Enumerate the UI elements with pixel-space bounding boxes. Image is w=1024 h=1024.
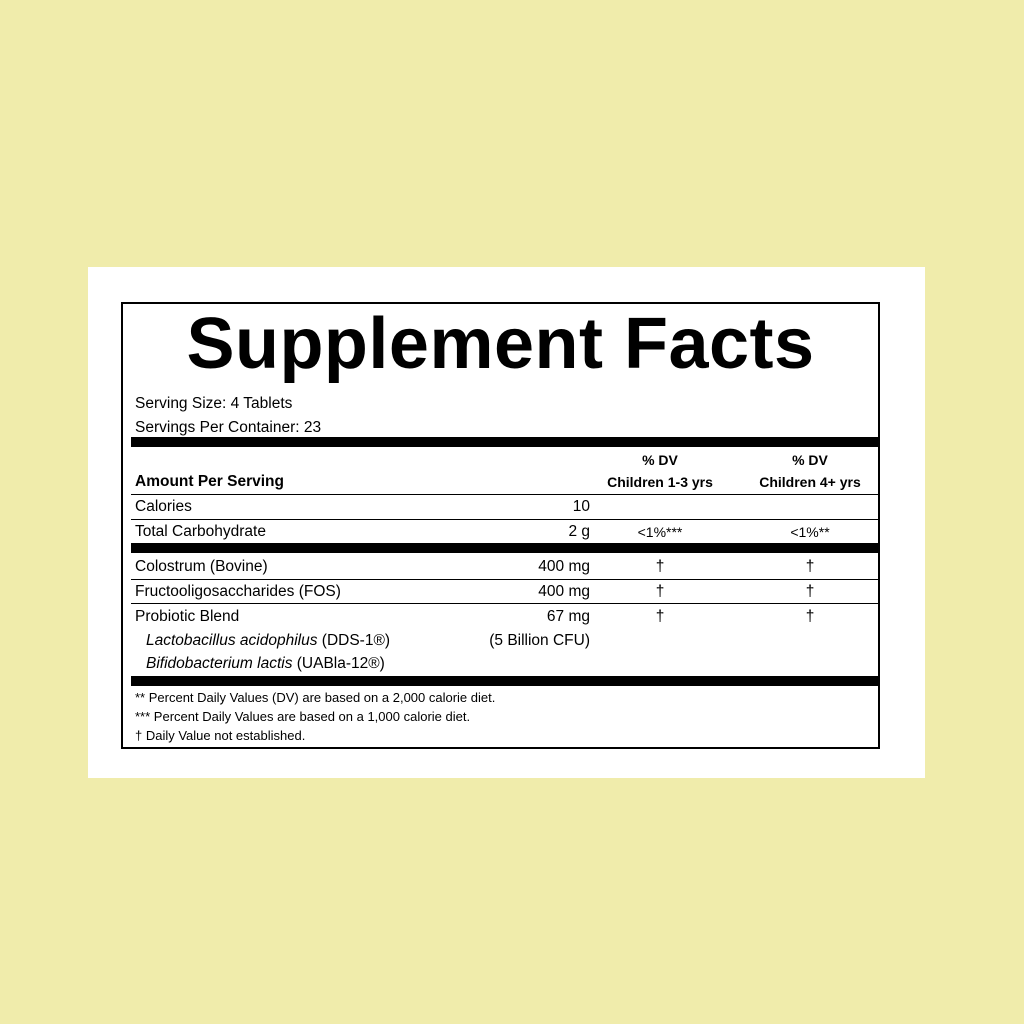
row-name: Fructooligosaccharides (FOS) [135,583,341,600]
dv-col1-subheader: Children 1-3 yrs [607,474,713,490]
dv-col2-subheader: Children 4+ yrs [759,474,861,490]
species-name: Bifidobacterium lactis [146,655,293,672]
dv-col2-header: % DV [792,452,828,468]
amount-per-serving-header: Amount Per Serving [135,473,284,490]
blend-amount: (5 Billion CFU) [489,632,590,649]
divider [131,494,879,495]
row-dv1: † [655,583,665,600]
footnote: *** Percent Daily Values are based on a … [135,709,471,724]
row-amount: 67 mg [546,608,590,625]
blend-ingredient: Lactobacillus acidophilus (DDS-1®) [146,632,390,650]
footnote: † Daily Value not established. [135,728,306,743]
panel-title: Supplement Facts [186,304,815,384]
row-name: Total Carbohydrate [135,523,266,540]
row-dv2: <1%** [790,524,830,540]
row-dv1: <1%*** [637,524,683,540]
row-dv1: † [655,608,665,625]
divider-thick [131,543,879,553]
divider [131,519,879,520]
species-name: Lactobacillus acidophilus [146,632,318,649]
supplement-facts-panel [121,302,880,749]
row-amount: 10 [572,498,590,515]
strain-name: (DDS-1®) [321,632,391,649]
row-dv2: † [805,608,815,625]
footnote: ** Percent Daily Values (DV) are based o… [135,690,496,705]
row-amount: 400 mg [538,583,590,600]
row-name: Probiotic Blend [135,608,240,625]
row-dv2: † [805,558,815,575]
row-dv1: † [655,558,665,575]
servings-per-container: Servings Per Container: 23 [135,419,322,436]
row-dv2: † [805,583,815,600]
dv-col1-header: % DV [642,452,678,468]
label-card [88,267,925,778]
divider-thick [131,437,879,447]
divider [131,579,879,580]
row-amount: 2 g [568,523,590,540]
strain-name: (UABla-12®) [296,655,385,672]
divider-thick [131,676,879,686]
divider [131,603,879,604]
blend-ingredient: Bifidobacterium lactis (UABla-12®) [146,655,385,673]
row-name: Calories [135,498,192,515]
row-name: Colostrum (Bovine) [135,558,268,575]
row-amount: 400 mg [538,558,590,575]
serving-size: Serving Size: 4 Tablets [135,395,293,412]
